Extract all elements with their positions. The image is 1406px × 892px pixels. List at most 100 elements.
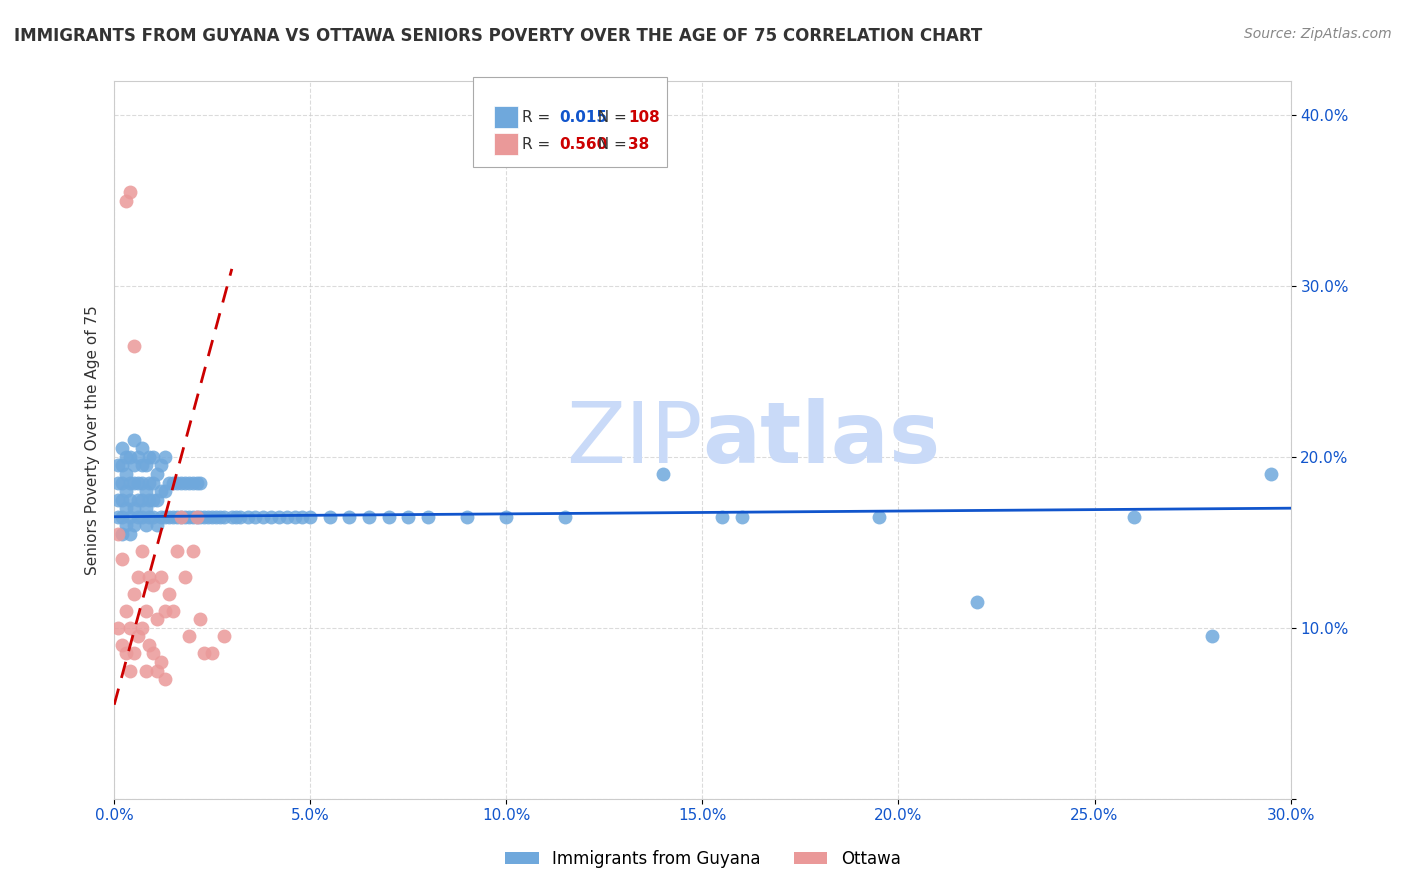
Point bbox=[1201, 629, 1223, 643]
Point bbox=[146, 492, 169, 507]
Point bbox=[127, 569, 149, 583]
Point bbox=[245, 509, 267, 524]
Point bbox=[111, 492, 134, 507]
Text: 108: 108 bbox=[628, 110, 659, 125]
Point bbox=[868, 509, 890, 524]
Point bbox=[127, 475, 149, 490]
Point bbox=[111, 638, 134, 652]
Point bbox=[177, 629, 200, 643]
Point bbox=[162, 604, 184, 618]
Point bbox=[122, 339, 145, 353]
Point bbox=[118, 621, 141, 635]
Text: R =: R = bbox=[523, 137, 555, 153]
Point bbox=[135, 604, 157, 618]
Point bbox=[1122, 509, 1144, 524]
Point bbox=[197, 509, 219, 524]
Point bbox=[186, 509, 208, 524]
Point bbox=[131, 492, 153, 507]
Point bbox=[157, 587, 180, 601]
Point bbox=[276, 509, 298, 524]
Point bbox=[131, 544, 153, 558]
Point bbox=[115, 501, 138, 516]
Point bbox=[115, 467, 138, 481]
Point bbox=[212, 629, 235, 643]
Point bbox=[173, 509, 195, 524]
Point bbox=[153, 450, 176, 464]
Point bbox=[122, 501, 145, 516]
Point bbox=[150, 458, 173, 473]
Point bbox=[260, 509, 283, 524]
Point bbox=[162, 475, 184, 490]
Point bbox=[115, 604, 138, 618]
Point bbox=[115, 484, 138, 499]
Point bbox=[138, 509, 160, 524]
Point bbox=[111, 552, 134, 566]
Point bbox=[135, 501, 157, 516]
Point bbox=[118, 664, 141, 678]
Point bbox=[111, 442, 134, 456]
Point bbox=[138, 492, 160, 507]
Point bbox=[339, 509, 361, 524]
Point bbox=[135, 664, 157, 678]
Text: Source: ZipAtlas.com: Source: ZipAtlas.com bbox=[1244, 27, 1392, 41]
Bar bbox=[494, 133, 517, 155]
Point bbox=[118, 475, 141, 490]
Point bbox=[122, 647, 145, 661]
Point bbox=[138, 475, 160, 490]
Point bbox=[122, 433, 145, 447]
Point bbox=[966, 595, 988, 609]
Point bbox=[221, 509, 243, 524]
Point bbox=[118, 185, 141, 199]
Point bbox=[115, 518, 138, 533]
Point bbox=[201, 647, 224, 661]
Legend: Immigrants from Guyana, Ottawa: Immigrants from Guyana, Ottawa bbox=[499, 844, 907, 875]
Point bbox=[652, 467, 675, 481]
Point bbox=[299, 509, 322, 524]
Point bbox=[267, 509, 290, 524]
Point bbox=[177, 509, 200, 524]
Point bbox=[122, 518, 145, 533]
Point bbox=[173, 569, 195, 583]
Point bbox=[166, 509, 188, 524]
Point bbox=[107, 509, 129, 524]
Point bbox=[122, 587, 145, 601]
Point bbox=[170, 475, 193, 490]
Point bbox=[111, 475, 134, 490]
FancyBboxPatch shape bbox=[472, 78, 666, 167]
Point bbox=[201, 509, 224, 524]
Point bbox=[142, 475, 165, 490]
Point bbox=[209, 509, 232, 524]
Point bbox=[153, 672, 176, 686]
Point bbox=[111, 458, 134, 473]
Point bbox=[150, 569, 173, 583]
Point bbox=[157, 475, 180, 490]
Point bbox=[107, 526, 129, 541]
Point bbox=[127, 509, 149, 524]
Point bbox=[146, 612, 169, 626]
Point bbox=[181, 509, 204, 524]
Point bbox=[111, 526, 134, 541]
Point bbox=[186, 509, 208, 524]
Point bbox=[181, 544, 204, 558]
Point bbox=[107, 621, 129, 635]
Point bbox=[193, 647, 215, 661]
Point bbox=[138, 569, 160, 583]
Point bbox=[131, 621, 153, 635]
Point bbox=[166, 475, 188, 490]
Point bbox=[359, 509, 381, 524]
Point bbox=[146, 664, 169, 678]
Point bbox=[291, 509, 314, 524]
Point bbox=[146, 518, 169, 533]
Text: IMMIGRANTS FROM GUYANA VS OTTAWA SENIORS POVERTY OVER THE AGE OF 75 CORRELATION : IMMIGRANTS FROM GUYANA VS OTTAWA SENIORS… bbox=[14, 27, 983, 45]
Point bbox=[146, 467, 169, 481]
Point bbox=[1260, 467, 1282, 481]
Point bbox=[173, 475, 195, 490]
Point bbox=[107, 492, 129, 507]
Point bbox=[150, 509, 173, 524]
Text: N =: N = bbox=[588, 137, 637, 153]
Point bbox=[228, 509, 250, 524]
Text: 0.560: 0.560 bbox=[558, 137, 607, 153]
Point bbox=[153, 604, 176, 618]
Text: R =: R = bbox=[523, 110, 555, 125]
Point bbox=[212, 509, 235, 524]
